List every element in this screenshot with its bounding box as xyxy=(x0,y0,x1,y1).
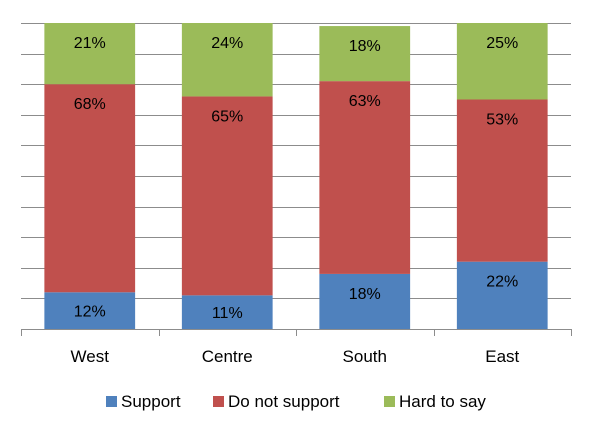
bar-segment-centre-hard-to-say xyxy=(181,23,273,97)
bar-segment-west-support xyxy=(44,292,136,329)
bar-segment-east-hard-to-say xyxy=(456,23,548,100)
bar-segment-east-do-not-support xyxy=(456,99,548,262)
legend-swatch xyxy=(384,396,395,407)
bar-segment-south-support xyxy=(319,273,411,329)
bar-segment-centre-support xyxy=(181,295,273,329)
data-label: 53% xyxy=(486,112,518,129)
bars: 12% 68% 21% 11% 65% 24% 18% 63% 18% 22% 53% 25% xyxy=(44,23,548,329)
bar-segment-west-do-not-support xyxy=(44,84,136,293)
legend: Support Do not support Hard to say xyxy=(106,392,486,411)
x-tick-label: East xyxy=(485,347,519,366)
legend-label: Do not support xyxy=(228,392,340,411)
data-label: 18% xyxy=(349,38,381,55)
data-label: 12% xyxy=(74,304,106,321)
x-tick-label: South xyxy=(343,347,387,366)
legend-label: Support xyxy=(121,392,181,411)
data-label: 25% xyxy=(486,35,518,52)
x-axis: West Centre South East xyxy=(21,329,572,366)
data-label: 18% xyxy=(349,286,381,303)
data-label: 22% xyxy=(486,274,518,291)
bar-segment-south-hard-to-say xyxy=(319,26,411,82)
legend-swatch xyxy=(213,396,224,407)
data-label: 24% xyxy=(211,35,243,52)
data-label: 68% xyxy=(74,96,106,113)
data-label: 65% xyxy=(211,108,243,125)
data-label: 63% xyxy=(349,93,381,110)
data-label: 11% xyxy=(212,305,243,322)
bar-segment-centre-do-not-support xyxy=(181,96,273,296)
bar-segment-west-hard-to-say xyxy=(44,23,136,85)
bar-segment-south-do-not-support xyxy=(319,81,411,274)
legend-swatch xyxy=(106,396,117,407)
x-tick-label: Centre xyxy=(202,347,253,366)
bar-segment-east-support xyxy=(456,261,548,329)
legend-label: Hard to say xyxy=(399,392,486,411)
x-tick-label: West xyxy=(71,347,110,366)
data-label: 21% xyxy=(74,35,106,52)
